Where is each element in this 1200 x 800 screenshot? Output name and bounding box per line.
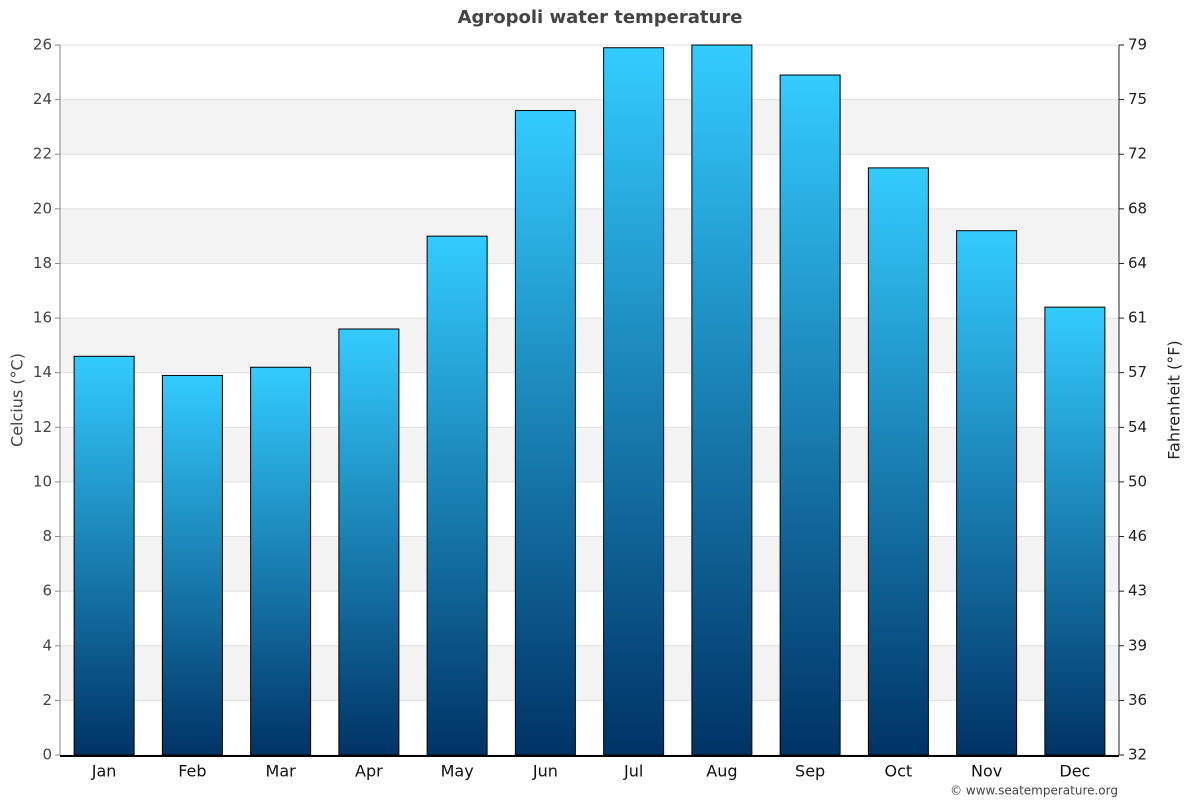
x-tick-label: Apr <box>355 762 383 781</box>
x-tick-label: Nov <box>971 762 1002 781</box>
x-tick-label: Feb <box>178 762 206 781</box>
y-tick-label: 0 <box>42 746 52 764</box>
y2-tick-label: 32 <box>1128 746 1147 764</box>
y-tick-label: 10 <box>33 472 52 490</box>
y-tick-label: 24 <box>33 90 52 108</box>
y2-tick-label: 72 <box>1128 145 1147 163</box>
bar <box>73 355 135 756</box>
y2-tick-label: 39 <box>1128 636 1147 654</box>
bar <box>779 74 841 756</box>
credit: © www.seatemperature.org <box>950 784 1118 798</box>
y2-tick-label: 79 <box>1128 36 1147 54</box>
bar <box>867 167 929 756</box>
grid-band <box>60 318 1119 373</box>
y2-tick-label: 61 <box>1128 309 1147 327</box>
grid-band <box>60 99 1119 155</box>
y-tick-label: 26 <box>33 36 52 54</box>
bar <box>956 230 1018 756</box>
grid-band <box>60 536 1119 592</box>
y2-tick-label: 50 <box>1128 472 1147 490</box>
y-tick-label: 6 <box>42 582 52 600</box>
bar <box>603 47 665 756</box>
x-tick-label: Jul <box>623 762 643 781</box>
x-tick-label: Dec <box>1059 762 1090 781</box>
grid-band <box>60 208 1119 264</box>
bar <box>691 44 753 756</box>
x-tick-label: Mar <box>266 762 297 781</box>
x-tick-label: Aug <box>706 762 737 781</box>
y2-tick-label: 68 <box>1128 199 1147 217</box>
y-tick-label: 16 <box>33 309 52 327</box>
y2-tick-label: 75 <box>1128 90 1147 108</box>
y2-tick-label: 43 <box>1128 582 1147 600</box>
bar <box>338 328 400 756</box>
x-tick-label: Jan <box>91 762 117 781</box>
y-tick-label: 18 <box>33 254 52 272</box>
bar <box>426 235 488 756</box>
x-tick-label: Sep <box>795 762 825 781</box>
grid-band <box>60 427 1119 482</box>
y2-tick-label: 36 <box>1128 691 1147 709</box>
y-tick-label: 4 <box>42 636 52 654</box>
x-tick-label: Oct <box>885 762 913 781</box>
x-tick-label: Jun <box>532 762 558 781</box>
y2-tick-label: 54 <box>1128 418 1147 436</box>
y-tick-label: 20 <box>33 199 52 217</box>
grid-band <box>60 645 1119 701</box>
bar <box>1044 306 1106 756</box>
y2-tick-label: 46 <box>1128 527 1147 545</box>
y-tick-label: 14 <box>33 363 52 381</box>
y-axis-label: Celcius (°C) <box>8 353 27 447</box>
bar <box>161 374 223 756</box>
bar <box>514 110 576 756</box>
y2-tick-label: 57 <box>1128 363 1147 381</box>
y2-tick-label: 64 <box>1128 254 1147 272</box>
x-tick-label: May <box>441 762 474 781</box>
chart-title: Agropoli water temperature <box>458 7 743 28</box>
y-tick-label: 12 <box>33 418 52 436</box>
y-tick-label: 2 <box>42 691 52 709</box>
y2-axis-label: Fahrenheit (°F) <box>1165 340 1184 459</box>
y-tick-label: 8 <box>42 527 52 545</box>
y-tick-label: 22 <box>33 145 52 163</box>
bar <box>250 366 312 756</box>
